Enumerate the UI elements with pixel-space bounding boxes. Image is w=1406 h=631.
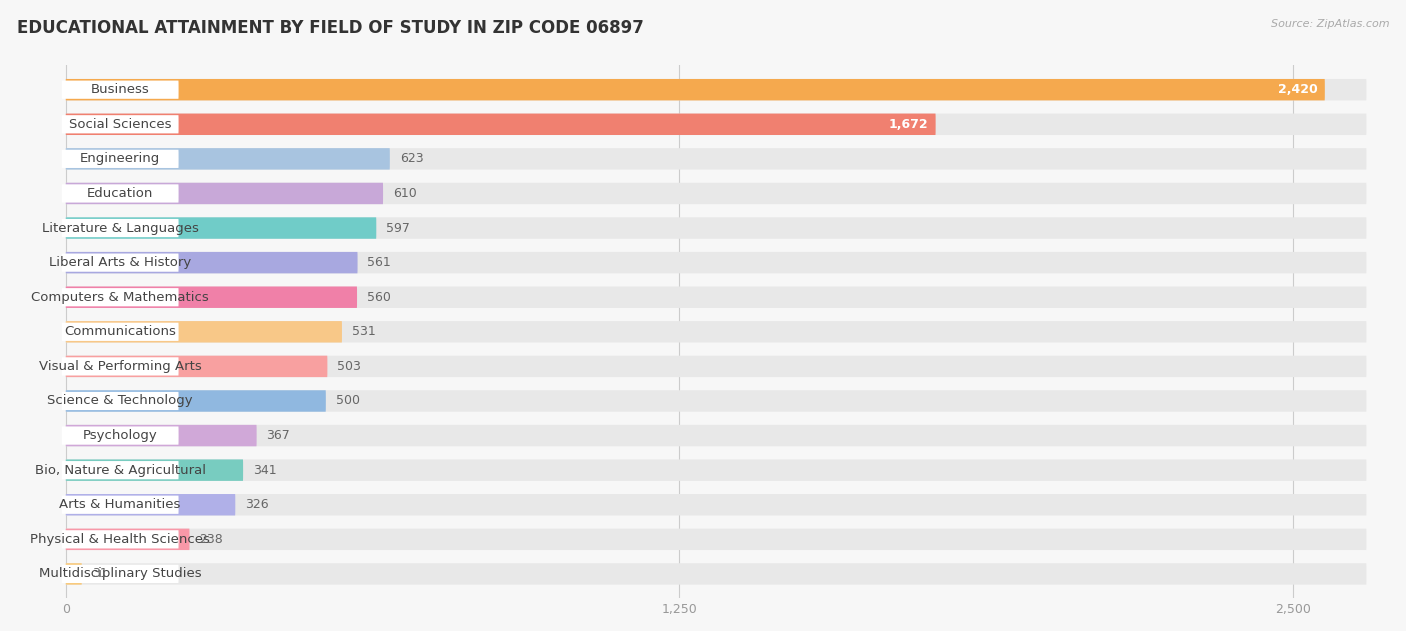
Text: 31: 31 — [91, 567, 107, 581]
Text: 367: 367 — [267, 429, 290, 442]
Text: 341: 341 — [253, 464, 277, 476]
Text: 326: 326 — [245, 498, 269, 511]
FancyBboxPatch shape — [62, 495, 179, 514]
Text: EDUCATIONAL ATTAINMENT BY FIELD OF STUDY IN ZIP CODE 06897: EDUCATIONAL ATTAINMENT BY FIELD OF STUDY… — [17, 19, 644, 37]
FancyBboxPatch shape — [62, 357, 179, 375]
FancyBboxPatch shape — [62, 219, 179, 237]
FancyBboxPatch shape — [62, 254, 179, 272]
FancyBboxPatch shape — [62, 81, 179, 99]
FancyBboxPatch shape — [62, 565, 179, 583]
FancyBboxPatch shape — [66, 494, 1367, 516]
FancyBboxPatch shape — [66, 494, 235, 516]
Text: Computers & Mathematics: Computers & Mathematics — [31, 291, 209, 304]
FancyBboxPatch shape — [66, 148, 1367, 170]
FancyBboxPatch shape — [66, 79, 1324, 100]
FancyBboxPatch shape — [66, 356, 1367, 377]
Text: 2,420: 2,420 — [1278, 83, 1317, 96]
Text: Business: Business — [91, 83, 149, 96]
Text: 500: 500 — [336, 394, 360, 408]
FancyBboxPatch shape — [66, 79, 1367, 100]
FancyBboxPatch shape — [66, 356, 328, 377]
Text: Bio, Nature & Agricultural: Bio, Nature & Agricultural — [35, 464, 205, 476]
Text: 238: 238 — [200, 533, 224, 546]
FancyBboxPatch shape — [66, 459, 243, 481]
Text: Communications: Communications — [65, 326, 176, 338]
FancyBboxPatch shape — [62, 288, 179, 306]
FancyBboxPatch shape — [66, 529, 190, 550]
FancyBboxPatch shape — [66, 183, 1367, 204]
FancyBboxPatch shape — [66, 183, 382, 204]
Text: 610: 610 — [392, 187, 416, 200]
Text: 561: 561 — [367, 256, 391, 269]
FancyBboxPatch shape — [62, 184, 179, 203]
Text: Multidisciplinary Studies: Multidisciplinary Studies — [39, 567, 201, 581]
FancyBboxPatch shape — [66, 217, 1367, 239]
Text: 623: 623 — [399, 152, 423, 165]
FancyBboxPatch shape — [66, 252, 357, 273]
FancyBboxPatch shape — [66, 425, 1367, 446]
FancyBboxPatch shape — [66, 425, 257, 446]
FancyBboxPatch shape — [66, 114, 935, 135]
Text: Social Sciences: Social Sciences — [69, 118, 172, 131]
Text: Psychology: Psychology — [83, 429, 157, 442]
Text: Physical & Health Sciences: Physical & Health Sciences — [31, 533, 209, 546]
FancyBboxPatch shape — [62, 427, 179, 445]
FancyBboxPatch shape — [66, 321, 342, 343]
Text: 597: 597 — [387, 221, 411, 235]
Text: Literature & Languages: Literature & Languages — [42, 221, 198, 235]
FancyBboxPatch shape — [66, 286, 1367, 308]
FancyBboxPatch shape — [62, 150, 179, 168]
FancyBboxPatch shape — [66, 286, 357, 308]
Text: Source: ZipAtlas.com: Source: ZipAtlas.com — [1271, 19, 1389, 29]
FancyBboxPatch shape — [66, 114, 1367, 135]
FancyBboxPatch shape — [66, 252, 1367, 273]
FancyBboxPatch shape — [62, 530, 179, 548]
FancyBboxPatch shape — [66, 390, 326, 411]
Text: Science & Technology: Science & Technology — [48, 394, 193, 408]
FancyBboxPatch shape — [66, 563, 82, 585]
Text: Engineering: Engineering — [80, 152, 160, 165]
FancyBboxPatch shape — [62, 115, 179, 133]
FancyBboxPatch shape — [66, 563, 1367, 585]
FancyBboxPatch shape — [66, 148, 389, 170]
Text: 531: 531 — [352, 326, 375, 338]
Text: 1,672: 1,672 — [889, 118, 928, 131]
FancyBboxPatch shape — [66, 321, 1367, 343]
FancyBboxPatch shape — [62, 461, 179, 480]
FancyBboxPatch shape — [62, 392, 179, 410]
Text: Liberal Arts & History: Liberal Arts & History — [49, 256, 191, 269]
FancyBboxPatch shape — [66, 459, 1367, 481]
FancyBboxPatch shape — [66, 529, 1367, 550]
Text: Education: Education — [87, 187, 153, 200]
FancyBboxPatch shape — [62, 322, 179, 341]
FancyBboxPatch shape — [66, 390, 1367, 411]
Text: 503: 503 — [337, 360, 361, 373]
Text: Visual & Performing Arts: Visual & Performing Arts — [39, 360, 201, 373]
FancyBboxPatch shape — [66, 217, 377, 239]
Text: Arts & Humanities: Arts & Humanities — [59, 498, 181, 511]
Text: 560: 560 — [367, 291, 391, 304]
